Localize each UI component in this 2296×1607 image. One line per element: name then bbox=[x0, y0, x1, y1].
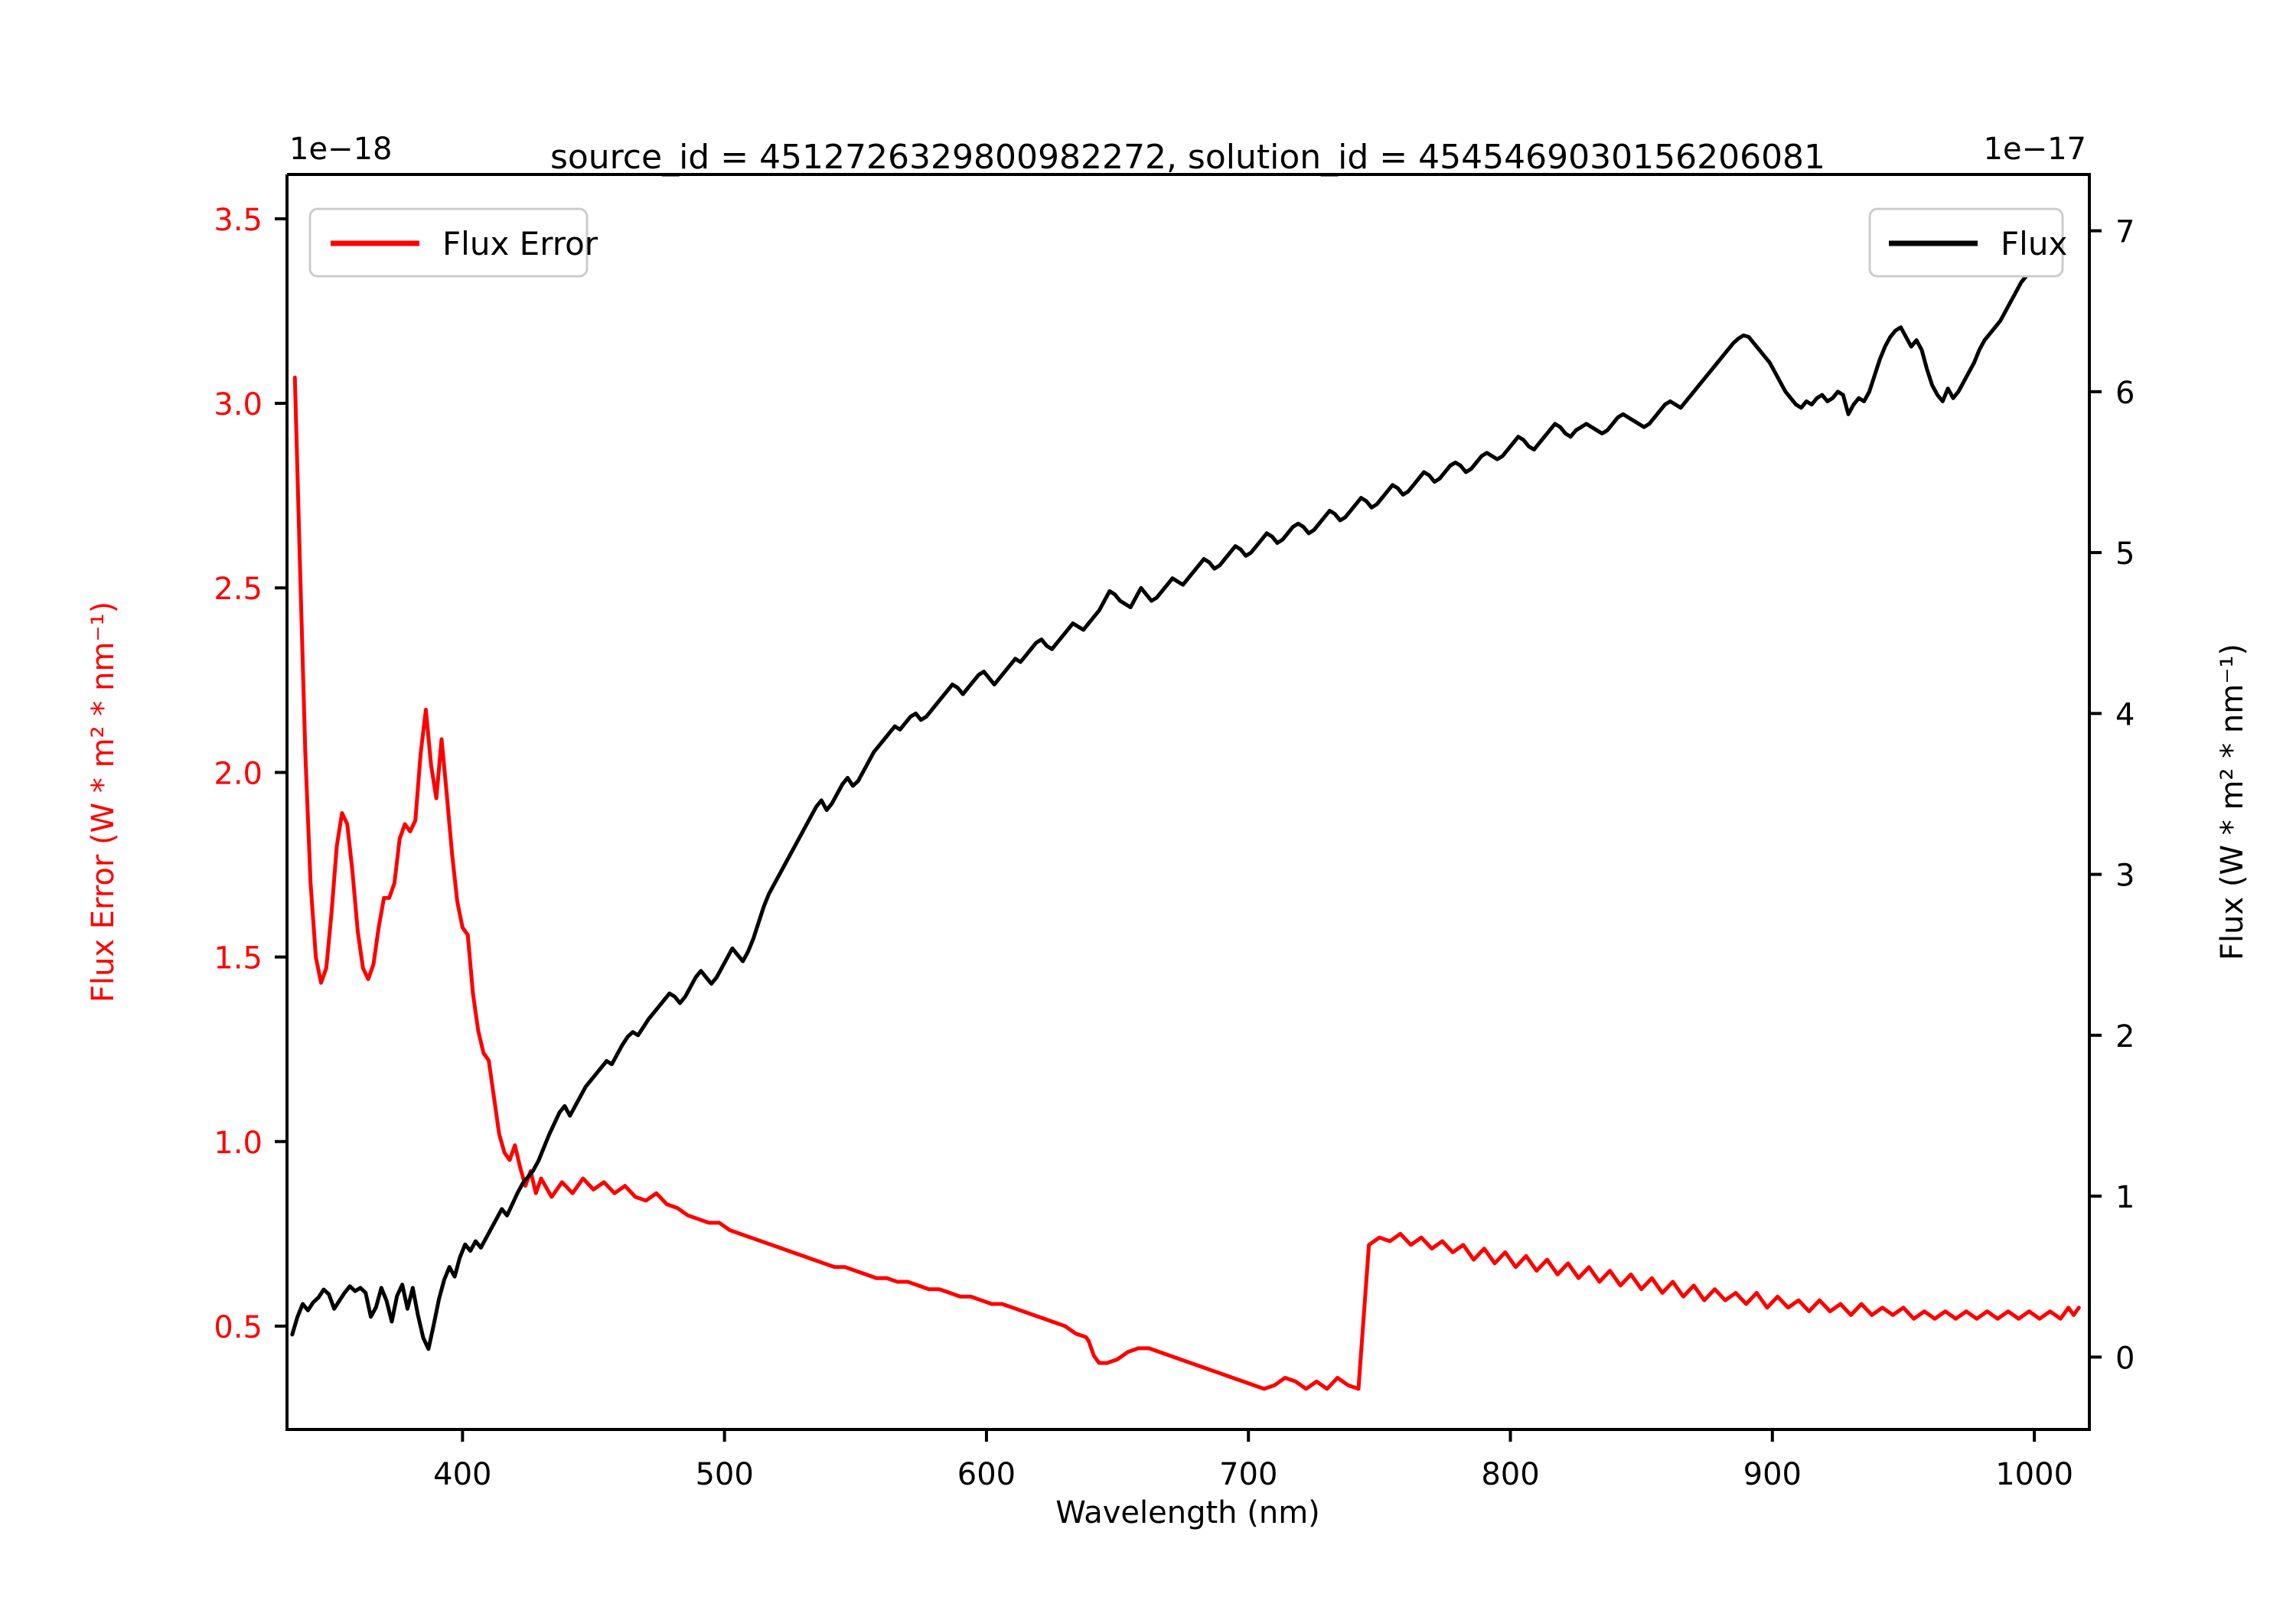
legend-left-label: Flux Error bbox=[442, 225, 598, 262]
y-axis-right-ticks: 0 1 2 3 4 5 6 7 bbox=[2089, 215, 2135, 1376]
legend-flux[interactable]: Flux bbox=[1868, 207, 2067, 278]
x-tick-label-1000: 1000 bbox=[1995, 1457, 2073, 1492]
y-right-tick-label-4: 4 bbox=[2115, 697, 2135, 732]
legend-right-label: Flux bbox=[2001, 225, 2067, 262]
y-right-tick-label-6: 6 bbox=[2115, 376, 2135, 411]
y-axis-label-left: Flux Error (W * m² * nm⁻¹) bbox=[86, 601, 121, 1002]
axes-frame bbox=[285, 173, 2091, 1431]
y-left-tick-label-1.0: 1.0 bbox=[214, 1126, 263, 1161]
y-axis-left-ticks: 0.5 1.0 1.5 2.0 2.5 3.0 3.5 bbox=[214, 203, 287, 1345]
x-tick-label-800: 800 bbox=[1481, 1457, 1539, 1492]
legend-flux-error[interactable]: Flux Error bbox=[308, 207, 598, 278]
data-series-group bbox=[290, 220, 2081, 1391]
y-left-tick-label-2.5: 2.5 bbox=[214, 572, 263, 607]
y-left-tick-label-1.5: 1.5 bbox=[214, 941, 263, 976]
y-left-tick-label-3.0: 3.0 bbox=[214, 387, 263, 422]
series-line-flux bbox=[290, 220, 2055, 1351]
x-tick-label-700: 700 bbox=[1219, 1457, 1277, 1492]
y-right-tick-label-0: 0 bbox=[2115, 1341, 2135, 1376]
page-title: source_id = 4512726329800982272, solutio… bbox=[550, 138, 1825, 177]
x-tick-label-600: 600 bbox=[957, 1457, 1016, 1492]
x-tick-label-900: 900 bbox=[1743, 1457, 1802, 1492]
y-axis-label-right: Flux (W * m² * nm⁻¹) bbox=[2215, 644, 2250, 960]
series-line-flux-error bbox=[292, 375, 2081, 1391]
legend-left-box bbox=[308, 207, 589, 278]
y-right-tick-label-1: 1 bbox=[2115, 1180, 2135, 1215]
right-axis-offset-text: 1e−17 bbox=[1984, 132, 2086, 167]
y-right-tick-label-3: 3 bbox=[2115, 859, 2135, 894]
y-right-tick-label-5: 5 bbox=[2115, 536, 2135, 572]
x-axis-ticks: 400 500 600 700 800 900 1000 bbox=[433, 1429, 2073, 1492]
y-left-tick-label-3.5: 3.5 bbox=[214, 203, 263, 238]
y-right-tick-label-2: 2 bbox=[2115, 1019, 2135, 1054]
x-tick-label-500: 500 bbox=[695, 1457, 753, 1492]
y-left-tick-label-2.0: 2.0 bbox=[214, 756, 263, 791]
y-right-tick-label-7: 7 bbox=[2115, 215, 2135, 250]
x-tick-label-400: 400 bbox=[433, 1457, 491, 1492]
y-left-tick-label-0.5: 0.5 bbox=[214, 1310, 263, 1345]
x-axis-label: Wavelength (nm) bbox=[1055, 1495, 1320, 1530]
left-axis-offset-text: 1e−18 bbox=[289, 132, 392, 167]
